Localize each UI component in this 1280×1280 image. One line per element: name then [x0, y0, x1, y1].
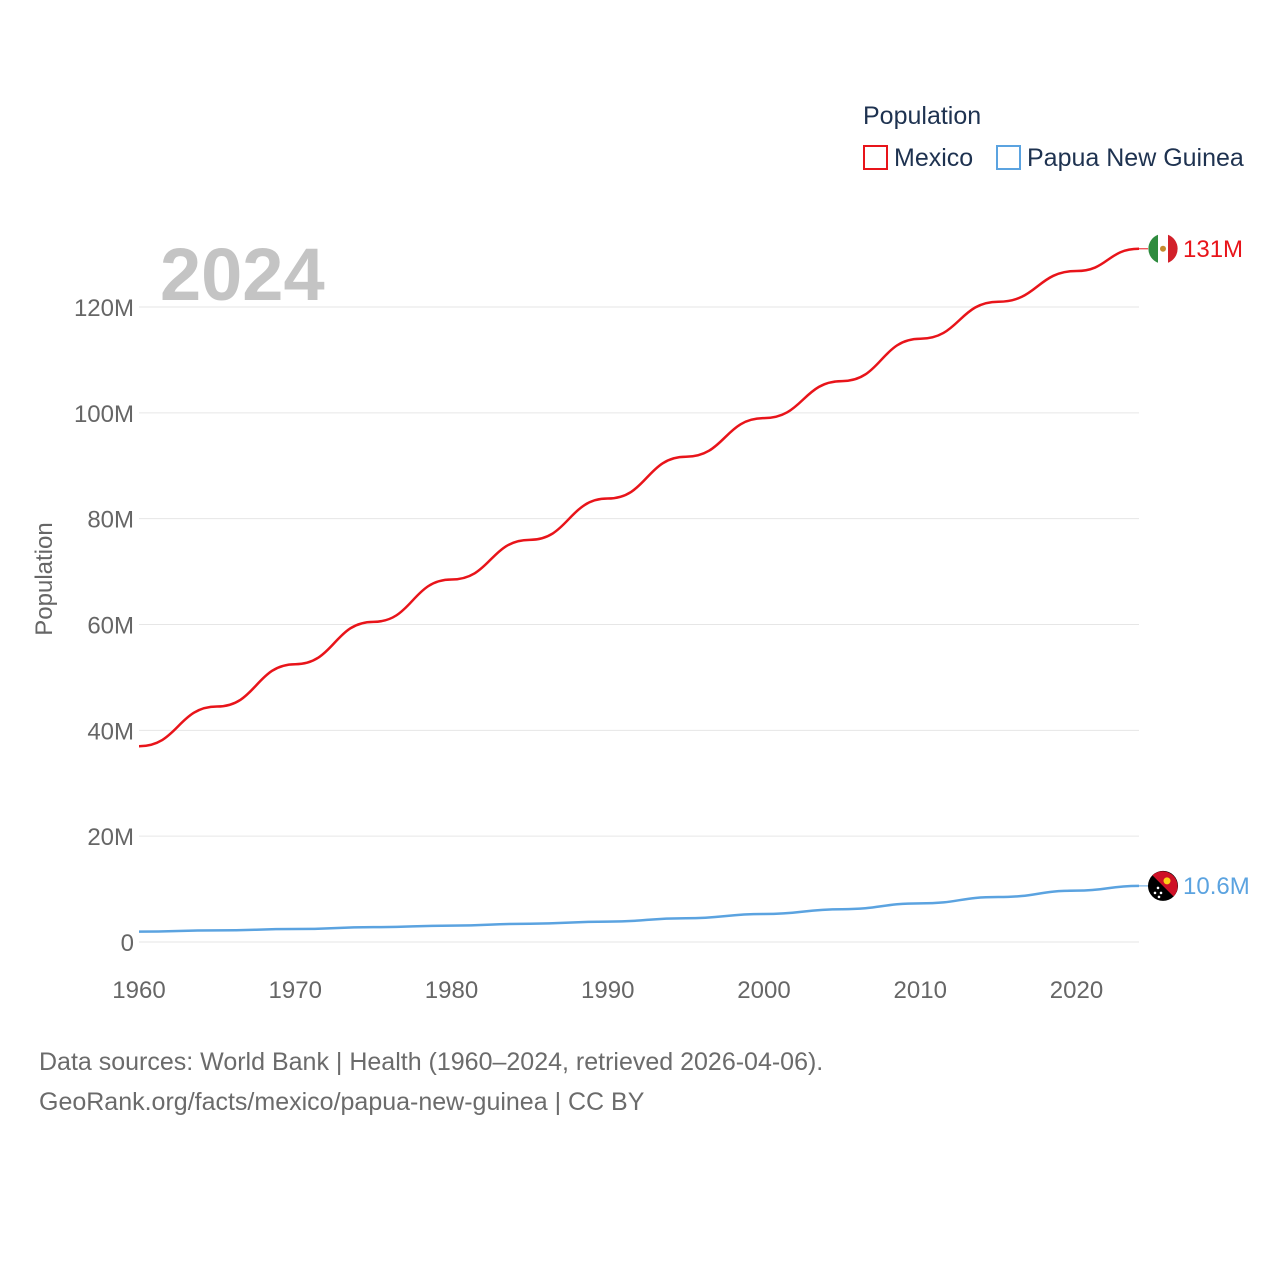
y-tick-label: 120M: [74, 295, 134, 322]
series-line-papua-new-guinea: [138, 884, 1140, 933]
x-tick-label: 1990: [581, 977, 634, 1004]
y-tick-label: 0: [121, 930, 134, 957]
x-tick-label: 2010: [894, 977, 947, 1004]
png-flag-star: [1153, 891, 1157, 895]
mexico-flag-emblem: [1160, 245, 1166, 252]
png-flag-star: [1159, 891, 1163, 895]
y-tick-label: 60M: [87, 613, 134, 640]
png-flag-bird: [1163, 877, 1171, 885]
mexico-flag-green: [1148, 234, 1158, 263]
y-tick-label: 20M: [87, 824, 134, 851]
source-link[interactable]: GeoRank.org/facts/mexico/papua-new-guine…: [39, 1088, 645, 1116]
legend-swatch-papua-new-guinea: [996, 145, 1021, 170]
x-tick-label: 1980: [425, 977, 478, 1004]
footer: Data sources: World Bank | Health (1960–…: [39, 1042, 823, 1122]
legend-title: Population: [863, 102, 981, 130]
y-tick-label: 40M: [87, 718, 134, 745]
series-line-mexico: [138, 247, 1140, 748]
y-tick-label: 80M: [87, 507, 134, 534]
y-tick-label: 100M: [74, 401, 134, 428]
y-axis-title: Population: [31, 522, 58, 635]
x-tick-label: 1970: [269, 977, 322, 1004]
png-flag-star: [1157, 895, 1161, 899]
x-tick-label: 1960: [112, 977, 165, 1004]
x-tick-label: 2020: [1050, 977, 1103, 1004]
png-flag-star: [1156, 886, 1160, 890]
data-source-note: Data sources: World Bank | Health (1960–…: [39, 1048, 824, 1076]
mexico-flag-red: [1168, 234, 1178, 263]
legend-swatch-mexico: [863, 145, 888, 170]
legend-label: Mexico: [894, 144, 973, 172]
png-flag-red: [1152, 871, 1178, 897]
end-label-papua-new-guinea: 10.6M: [1183, 873, 1250, 900]
legend-label: Papua New Guinea: [1027, 144, 1244, 172]
end-label-mexico: 131M: [1183, 236, 1243, 263]
x-tick-label: 2000: [737, 977, 790, 1004]
year-watermark: 2024: [160, 233, 325, 316]
